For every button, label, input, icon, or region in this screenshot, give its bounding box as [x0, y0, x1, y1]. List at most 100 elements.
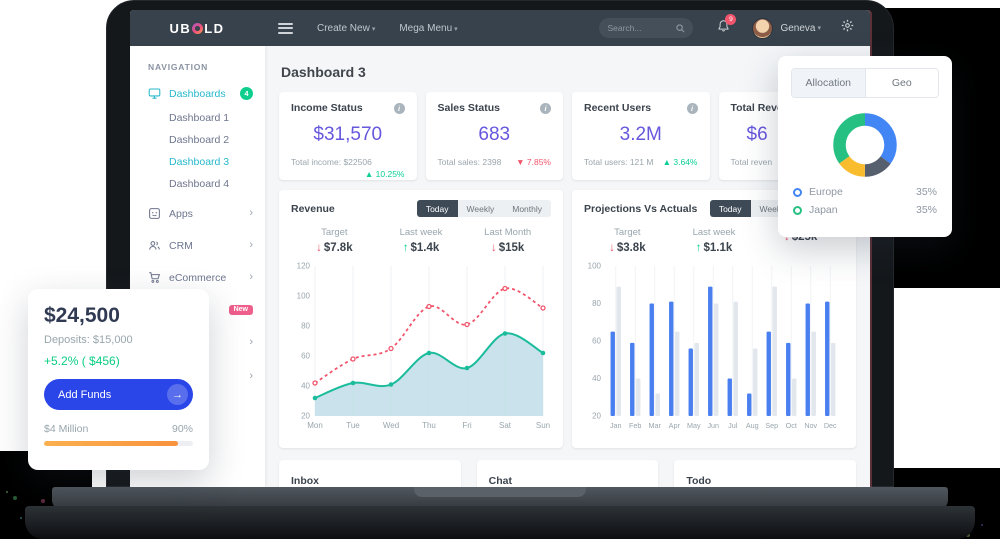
sidebar-item-hidden-2[interactable]: ›: [130, 364, 265, 389]
revenue-line-chart: Mon Tue Wed Thu Fri Sat Sun 20 40 60 80 100 120: [297, 262, 550, 431]
dashboards-count-badge: 4: [240, 87, 253, 100]
arrow-up-icon: ↑: [695, 242, 702, 254]
chevron-down-icon: ▾: [371, 25, 376, 33]
search-icon: [676, 23, 685, 32]
laptop-base: [25, 506, 975, 539]
goal-progress-track: [44, 441, 193, 446]
card-value: $6: [746, 124, 768, 145]
svg-text:Mon: Mon: [307, 421, 323, 430]
notification-badge: 9: [725, 13, 737, 25]
income-status-card: Income Status i $31,570 Total income: $22…: [279, 92, 417, 180]
panel-title: Chat: [488, 475, 512, 487]
menu-toggle-icon[interactable]: [278, 20, 293, 36]
stat-label: Target: [614, 227, 641, 238]
notifications-button[interactable]: 9: [717, 13, 737, 38]
allocation-tabs: Allocation Geo: [791, 68, 939, 98]
card-footer: Total income: $22506: [291, 157, 372, 167]
todo-panel: Todo: [674, 460, 856, 487]
stat-label: Target: [321, 227, 348, 238]
svg-text:May: May: [687, 421, 701, 430]
arrow-up-icon: ↑: [402, 242, 409, 254]
settings-button[interactable]: [841, 19, 854, 37]
balance-amount: $24,500: [44, 304, 120, 327]
users-icon: [149, 241, 160, 250]
info-icon[interactable]: i: [393, 102, 405, 114]
card-title: Recent Users: [584, 102, 652, 114]
card-value: 683: [478, 124, 511, 145]
change-text: +5.2% ( $456): [44, 354, 120, 368]
projections-bar-chart: 20 40 60 80 100 Jan Feb Mar Apr May Jun Jul Aug Sep Oc…: [588, 262, 837, 431]
svg-text:40: 40: [301, 382, 310, 391]
allocation-donut-chart: [833, 113, 897, 177]
chevron-right-icon: ›: [249, 271, 253, 283]
tab-geo[interactable]: Geo: [864, 69, 938, 97]
card-title: Sales Status: [437, 102, 500, 114]
brand-logo[interactable]: UB LD: [130, 21, 264, 36]
trend-down: ▼ 7.85%: [516, 157, 551, 167]
svg-text:80: 80: [592, 299, 601, 308]
svg-text:60: 60: [301, 352, 310, 361]
sidebar-item-apps[interactable]: Apps ›: [130, 200, 265, 227]
stat-value: $1.4k: [410, 242, 440, 254]
allocation-card: Allocation Geo Europe 35% Japan 35%: [778, 56, 952, 237]
apps-icon: [149, 208, 160, 219]
svg-text:Apr: Apr: [669, 421, 681, 430]
svg-text:40: 40: [592, 374, 601, 383]
sales-status-card: Sales Status i 683 Total sales: 2398 ▼ 7.8…: [425, 92, 563, 180]
user-name: Geneva: [780, 22, 816, 34]
stat-value: $15k: [498, 242, 525, 254]
info-icon[interactable]: i: [540, 102, 551, 114]
sidebar-item-crm[interactable]: CRM ›: [130, 232, 265, 259]
japan-marker-icon: [793, 205, 802, 215]
card-value: 3.2M: [619, 124, 662, 145]
arrow-right-icon: →: [167, 384, 188, 405]
panel-title: Revenue: [291, 202, 335, 215]
svg-text:Jan: Jan: [610, 421, 622, 430]
info-icon[interactable]: i: [686, 102, 698, 114]
svg-text:Wed: Wed: [383, 421, 399, 430]
goal-progress-fill: [44, 441, 179, 446]
page-title: Dashboard 3: [281, 64, 366, 80]
svg-text:Thu: Thu: [422, 421, 436, 430]
cart-icon: [149, 272, 161, 283]
weekly-button[interactable]: Weekly: [457, 200, 504, 217]
stat-label: Last Month: [484, 227, 532, 238]
stat-label: Last week: [692, 227, 736, 238]
sidebar-item-dashboard-2[interactable]: Dashboard 2: [169, 134, 230, 146]
user-menu[interactable]: Geneva ▾: [752, 17, 821, 39]
sidebar-item-dashboard-3[interactable]: Dashboard 3: [169, 156, 230, 168]
sidebar-item-dashboard-4[interactable]: Dashboard 4: [169, 178, 230, 190]
mega-menu[interactable]: Mega Menu ▾: [399, 22, 458, 34]
svg-text:Sat: Sat: [499, 421, 512, 430]
svg-text:Nov: Nov: [804, 421, 817, 430]
sidebar-section-title: NAVIGATION: [148, 62, 209, 72]
gear-icon: [841, 19, 854, 32]
chat-panel: Chat: [476, 460, 659, 487]
revenue-panel: Revenue Today Weekly Monthly Target ↓ $7.8…: [279, 190, 563, 448]
svg-text:Sep: Sep: [765, 421, 778, 430]
svg-text:Tue: Tue: [346, 421, 360, 430]
card-footer: Total users: 121 M: [584, 157, 654, 167]
trend-up: ▲ 10.25%: [364, 169, 405, 179]
today-button[interactable]: Today: [416, 200, 458, 217]
today-button[interactable]: Today: [709, 200, 751, 217]
tab-allocation[interactable]: Allocation: [792, 69, 865, 97]
card-footer: Total sales: 2398: [437, 157, 502, 167]
search-input[interactable]: [607, 23, 677, 33]
add-funds-button[interactable]: Add Funds →: [44, 379, 193, 410]
monthly-button[interactable]: Monthly: [503, 200, 551, 217]
sidebar-item-dashboards[interactable]: Dashboards 4: [130, 80, 265, 107]
sidebar-item-ecommerce[interactable]: eCommerce ›: [130, 264, 265, 291]
search-box[interactable]: [599, 18, 694, 38]
sidebar-item-dashboard-1[interactable]: Dashboard 1: [169, 112, 230, 124]
chevron-down-icon: ▾: [817, 25, 821, 32]
card-title: Income Status: [291, 102, 363, 114]
chevron-right-icon: ›: [249, 370, 253, 382]
arrow-down-icon: ↓: [609, 242, 615, 254]
create-new-menu[interactable]: Create New ▾: [317, 22, 376, 34]
goal-percent: 90%: [171, 423, 193, 435]
sidebar-item-hidden-1[interactable]: ›: [130, 330, 265, 355]
logo-o-icon: [192, 22, 204, 34]
svg-text:Aug: Aug: [746, 421, 759, 430]
avatar: [752, 17, 774, 39]
